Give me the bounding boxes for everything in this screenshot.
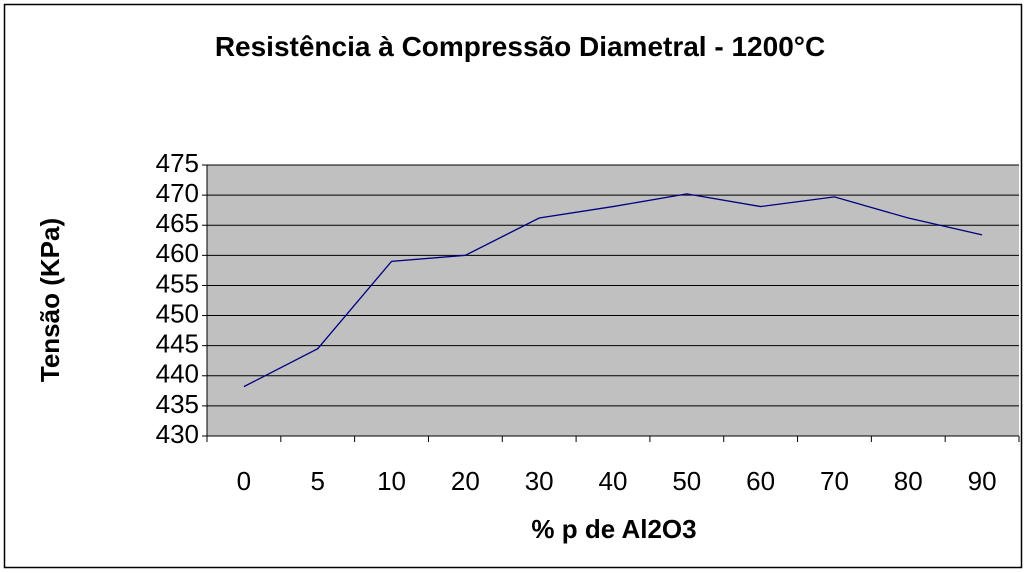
y-tick-label: 430 bbox=[156, 419, 199, 449]
y-tick-label: 435 bbox=[156, 389, 199, 419]
plot-area bbox=[207, 165, 1019, 436]
x-tick-label: 80 bbox=[894, 466, 923, 496]
y-tick-label: 440 bbox=[156, 359, 199, 389]
y-tick-label: 470 bbox=[156, 178, 199, 208]
chart-title: Resistência à Compressão Diametral - 120… bbox=[214, 31, 826, 62]
x-tick-label: 20 bbox=[451, 466, 480, 496]
x-tick-label: 90 bbox=[968, 466, 997, 496]
x-tick-label: 50 bbox=[672, 466, 701, 496]
y-axis-label: Tensão (KPa) bbox=[35, 218, 65, 382]
y-tick-label: 475 bbox=[156, 148, 199, 178]
data-line bbox=[243, 193, 983, 388]
y-tick-label: 450 bbox=[156, 298, 199, 328]
y-tick-label: 455 bbox=[156, 268, 199, 298]
x-tick-label: 5 bbox=[310, 466, 324, 496]
x-tick-label: 0 bbox=[237, 466, 251, 496]
y-tick-label: 465 bbox=[156, 208, 199, 238]
x-axis-label: % p de Al2O3 bbox=[531, 514, 696, 544]
y-tick-label: 460 bbox=[156, 238, 199, 268]
x-tick-label: 30 bbox=[525, 466, 554, 496]
x-tick-label: 70 bbox=[820, 466, 849, 496]
x-tick-label: 60 bbox=[746, 466, 775, 496]
x-tick-label: 40 bbox=[599, 466, 628, 496]
x-tick-label: 10 bbox=[377, 466, 406, 496]
y-tick-label: 445 bbox=[156, 329, 199, 359]
